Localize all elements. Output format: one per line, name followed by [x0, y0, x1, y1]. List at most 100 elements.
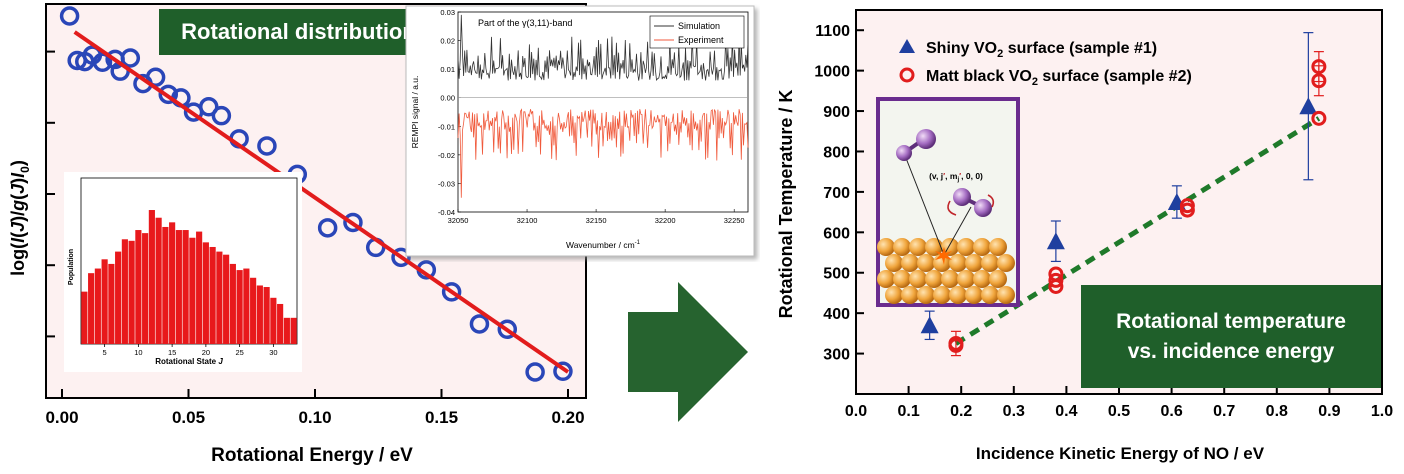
left-data-point: [441, 282, 462, 302]
right-x-tick-label: 0.3: [1003, 403, 1025, 420]
histogram-bar: [162, 226, 169, 344]
left-data-point: [120, 48, 141, 68]
left-fit-line: [73, 30, 570, 374]
legend-matt-black: Matt black VO2 surface (sample #2): [926, 68, 1192, 88]
right-x-tick-label: 0.6: [1160, 403, 1182, 420]
left-data-point: [198, 97, 219, 117]
surface-atom: [957, 270, 975, 288]
surface-atom: [917, 254, 935, 272]
triangle-marker: [920, 316, 939, 334]
surface-atom: [925, 238, 943, 256]
surface-atom: [989, 270, 1007, 288]
histogram-y-axis-label: Population: [68, 249, 75, 285]
right-x-tick-label: 0.1: [897, 403, 919, 420]
spectrum-inset: 0.03 0.02 0.01 0.00 -0.01 -0.02 -0.03 -0.04 320…: [405, 5, 755, 257]
right-y-tick-label: 1100: [815, 23, 850, 40]
circle-marker: [1311, 73, 1327, 89]
histogram-x-tick-label: 25: [235, 348, 243, 357]
legend-experiment: Experiment: [678, 35, 724, 45]
left-data-point: [211, 105, 232, 126]
rotational-temperature-box: Rotational temperature vs. incidence ene…: [1081, 285, 1381, 388]
spectrum-x-tick-label: 32100: [517, 216, 538, 225]
histogram-bar: [115, 251, 122, 344]
circle-marker: [1179, 202, 1195, 218]
surface-atom: [901, 286, 919, 304]
right-y-tick-label: 1000: [814, 64, 850, 81]
histogram-bar: [229, 263, 236, 344]
surface-atom: [909, 270, 927, 288]
surface-atom: [989, 238, 1007, 256]
histogram-bar: [108, 263, 115, 344]
histogram-bar: [250, 277, 257, 344]
histogram-x-tick-label: 15: [168, 348, 176, 357]
histogram-x-axis-label: Rotational State J: [155, 357, 223, 366]
right-x-tick-label: 0.7: [1213, 403, 1235, 420]
surface-atom: [949, 286, 967, 304]
incoming-molecule-atom: [896, 145, 912, 161]
legend-simulation: Simulation: [678, 21, 720, 31]
rotational-distribution-box: Rotational distribution: [159, 9, 438, 55]
spectrum-x-tick-label: 32250: [724, 216, 745, 225]
left-data-point: [317, 218, 338, 238]
spectrum-y-tick-label: 0.00: [440, 94, 455, 103]
right-y-tick-label: 500: [823, 266, 850, 283]
right-y-ticks: 300 400 500 600 700 800 900 1000 1100: [814, 23, 864, 364]
surface-atom: [965, 254, 983, 272]
legend-circle-icon: [899, 67, 915, 83]
surface-atom: [941, 270, 959, 288]
triangle-marker: [1299, 97, 1318, 115]
surface-atom: [901, 254, 919, 272]
histogram-bar: [88, 273, 95, 344]
histogram-bar: [169, 222, 176, 344]
histogram-x-tick-label: 20: [202, 348, 210, 357]
left-x-tick-label: 0.05: [172, 408, 205, 427]
histogram-bar: [94, 268, 101, 344]
surface-atom: [997, 286, 1015, 304]
histogram-bar: [290, 317, 297, 344]
right-y-tick-label: 300: [823, 347, 850, 364]
left-data-point: [59, 6, 80, 26]
surface-atom: [965, 286, 983, 304]
surface-atom: [973, 238, 991, 256]
left-y-ticks: [46, 50, 55, 338]
histogram-bar: [283, 317, 290, 344]
left-x-ticks: 0.00 0.05 0.10 0.15 0.20: [45, 389, 585, 427]
right-x-tick-label: 0.8: [1266, 403, 1288, 420]
spectrum-simulation-line: [457, 14, 749, 81]
outgoing-molecule-atom: [953, 188, 971, 206]
surface-atom: [909, 238, 927, 256]
surface-atom: [981, 254, 999, 272]
right-y-tick-label: 600: [823, 225, 850, 242]
histogram-bar: [135, 230, 142, 344]
spectrum-experiment-line: [457, 108, 749, 198]
surface-atom: [893, 270, 911, 288]
surface-atom: [885, 286, 903, 304]
left-data-point: [145, 67, 166, 87]
surface-atom: [997, 254, 1015, 272]
rotational-distribution-title: Rotational distribution: [181, 19, 416, 44]
circle-marker: [1048, 272, 1064, 288]
spectrum-y-tick-label: -0.03: [438, 179, 455, 188]
right-x-tick-label: 1.0: [1371, 403, 1393, 420]
left-data-points: [59, 6, 573, 382]
annotation-line-2: vs. incidence energy: [1127, 339, 1335, 363]
histogram-bar: [236, 270, 243, 344]
left-y-axis-label: log(I(J)/g(J)I0): [8, 160, 32, 276]
left-x-tick-label: 0.00: [45, 408, 78, 427]
rotation-arrow-icon: [947, 200, 957, 216]
triangle-marker: [1046, 232, 1065, 250]
spectrum-y-tick-label: -0.02: [438, 151, 455, 160]
quantum-state-label: (v, j′, mj′, 0, 0): [929, 171, 983, 183]
surface-atom: [885, 254, 903, 272]
histogram-bar: [189, 237, 196, 344]
right-y-tick-label: 900: [823, 104, 850, 121]
histogram-bar: [128, 240, 135, 344]
spectrum-x-ticks: 32050 32100 32150 32200 32250: [448, 209, 745, 225]
right-x-ticks: 0.0 0.1 0.2 0.3 0.4 0.5 0.6 0.7 0.8 0.9 1.0: [845, 386, 1393, 420]
spectrum-x-tick-label: 32050: [448, 216, 469, 225]
surface-atom: [893, 238, 911, 256]
left-x-tick-label: 0.20: [551, 408, 584, 427]
histogram-bars: [81, 210, 297, 344]
right-y-tick-label: 800: [823, 144, 850, 161]
